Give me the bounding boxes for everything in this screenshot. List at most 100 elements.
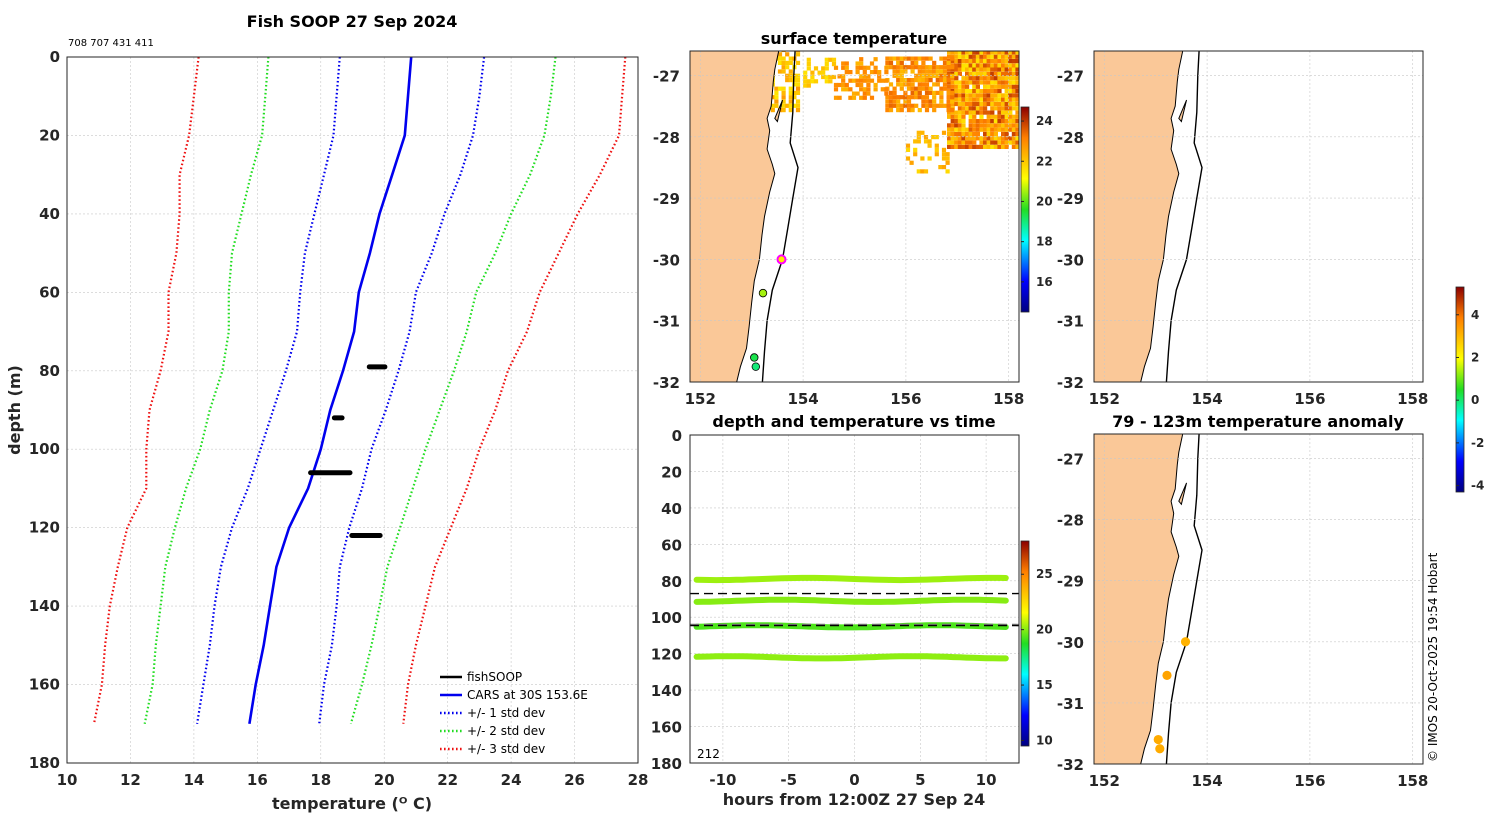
sst-cell bbox=[965, 59, 970, 64]
sst-cell bbox=[888, 99, 894, 104]
sst-cell bbox=[892, 103, 897, 108]
sst-cell bbox=[997, 67, 1002, 72]
sst-cell bbox=[1011, 114, 1016, 119]
sst-cell bbox=[884, 91, 889, 96]
sst-cell bbox=[855, 82, 860, 88]
sst-cell bbox=[983, 93, 988, 98]
sst-cell bbox=[990, 114, 995, 119]
sst-cell bbox=[774, 103, 779, 108]
sst-cell bbox=[950, 119, 955, 124]
sst-cell bbox=[914, 56, 919, 61]
sst-cell bbox=[859, 95, 864, 100]
sst-cell bbox=[983, 140, 988, 145]
temp-colorbar-bar bbox=[1020, 540, 1030, 747]
y-tick-label: -32 bbox=[1057, 756, 1084, 774]
x-tick-label: 0 bbox=[849, 771, 859, 789]
sst-cell bbox=[957, 89, 962, 94]
sst-cell bbox=[990, 123, 995, 128]
sst-cell bbox=[924, 69, 930, 74]
sst-cell bbox=[1008, 54, 1013, 59]
sst-cell bbox=[777, 69, 783, 74]
sst-cell bbox=[884, 78, 889, 83]
sst-cell bbox=[888, 60, 894, 65]
sst-cell bbox=[916, 169, 921, 174]
sst-cell bbox=[986, 67, 991, 72]
sst-cell bbox=[906, 82, 912, 87]
sst-cell bbox=[1011, 127, 1016, 132]
sst-cell bbox=[990, 101, 995, 107]
sst-cell bbox=[932, 69, 937, 74]
x-tick-label: 156 bbox=[890, 390, 921, 408]
sst-cell bbox=[896, 60, 901, 65]
sst-cell bbox=[1001, 136, 1006, 141]
sst-cell bbox=[983, 144, 988, 149]
sst-cell bbox=[1015, 101, 1019, 107]
sst-cell bbox=[932, 95, 937, 100]
sst-cell bbox=[972, 101, 977, 107]
sst-cell bbox=[993, 127, 998, 132]
x-tick-label: 158 bbox=[993, 390, 1024, 408]
sst-cell bbox=[990, 59, 995, 64]
sst-cell bbox=[1019, 93, 1023, 97]
sst-cell bbox=[972, 144, 977, 149]
sst-cell bbox=[1011, 131, 1016, 137]
sst-cell bbox=[950, 127, 955, 132]
sst-cell bbox=[914, 73, 919, 78]
sst-cell bbox=[986, 93, 991, 98]
sst-cell bbox=[935, 65, 940, 70]
sst-cell bbox=[975, 144, 980, 149]
sst-cell bbox=[993, 63, 998, 68]
sst-cell bbox=[1004, 59, 1009, 64]
sst-cell bbox=[862, 91, 867, 96]
sst-map-panel: surface temperature 152 154 156 158 -27 -28 -2… bbox=[653, 29, 1053, 408]
sst-cell bbox=[950, 140, 955, 145]
sst-cell bbox=[954, 93, 959, 98]
sst-cell bbox=[1015, 97, 1019, 102]
sst-cell bbox=[950, 90, 955, 95]
sst-cell bbox=[986, 59, 991, 64]
fishsoop-cluster bbox=[331, 415, 345, 421]
sst-cell bbox=[831, 57, 837, 62]
island bbox=[1178, 482, 1188, 506]
sst-cell bbox=[986, 131, 991, 137]
sst-cell bbox=[905, 156, 911, 161]
sst-cell bbox=[947, 114, 952, 119]
sst-cell bbox=[774, 99, 779, 104]
sst-cell bbox=[994, 42, 998, 46]
sst-cell bbox=[972, 136, 977, 141]
sst-cell bbox=[795, 78, 801, 83]
sst-cell bbox=[1001, 46, 1005, 50]
sst-cell bbox=[979, 42, 983, 46]
sst-cell bbox=[781, 95, 786, 100]
sst-cell bbox=[993, 89, 998, 94]
sst-cell bbox=[910, 103, 915, 108]
sst-cell bbox=[1011, 140, 1016, 145]
sst-cell bbox=[785, 78, 790, 83]
sst-cell bbox=[1004, 76, 1009, 81]
sst-cell bbox=[968, 106, 973, 111]
sst-cell bbox=[859, 87, 864, 92]
sst-cell bbox=[965, 80, 970, 85]
x-tick-label: 156 bbox=[1294, 390, 1325, 408]
sst-cell bbox=[781, 65, 786, 70]
sst-cell bbox=[913, 152, 918, 157]
sst-cell bbox=[906, 103, 912, 108]
sst-cell bbox=[869, 70, 875, 75]
sst-cell bbox=[954, 123, 959, 128]
sst-cell bbox=[824, 79, 829, 84]
sst-cell bbox=[942, 78, 948, 83]
sst-cell bbox=[910, 56, 915, 61]
sst-cell bbox=[795, 52, 801, 57]
sst-cell bbox=[968, 101, 973, 107]
sst-cell bbox=[947, 46, 951, 50]
sst-cell bbox=[866, 87, 871, 92]
sst-cell bbox=[968, 144, 973, 149]
sst-cell bbox=[990, 71, 995, 76]
sst-cell bbox=[950, 131, 955, 137]
sst-cell bbox=[975, 119, 980, 124]
y-tick-label: 160 bbox=[29, 676, 60, 694]
sst-cell bbox=[950, 136, 955, 141]
sst-cell bbox=[939, 90, 944, 95]
